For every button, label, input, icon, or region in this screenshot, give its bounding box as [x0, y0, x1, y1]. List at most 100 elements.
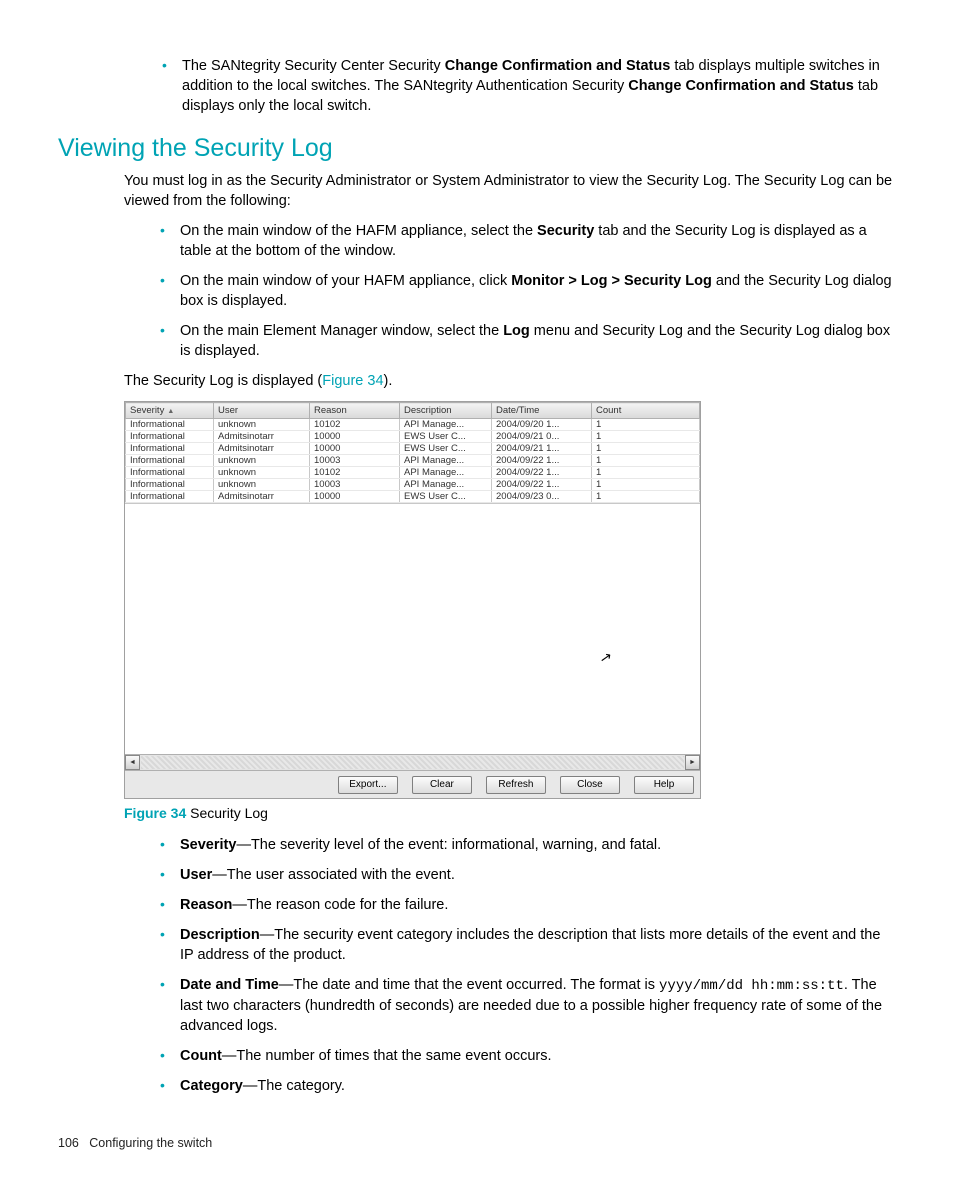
- refresh-button[interactable]: Refresh: [486, 776, 546, 794]
- page-number: 106: [58, 1136, 79, 1150]
- table-cell: API Manage...: [400, 479, 492, 491]
- table-cell: 1: [592, 491, 700, 503]
- table-cell: unknown: [214, 467, 310, 479]
- col-header-reason[interactable]: Reason: [310, 403, 400, 419]
- table-cell: 2004/09/21 0...: [492, 431, 592, 443]
- text: The SANtegrity Security Center Security: [182, 58, 445, 74]
- page-footer: 106 Configuring the switch: [58, 1136, 896, 1150]
- field-count: Count—The number of times that the same …: [152, 1046, 896, 1066]
- intro-bullet: The SANtegrity Security Center Security …: [154, 56, 896, 116]
- security-log-table: Severity▲ User Reason Description Date/T…: [125, 402, 700, 503]
- table-cell: 10000: [310, 443, 400, 455]
- table-row[interactable]: Informationalunknown10102API Manage...20…: [126, 419, 700, 431]
- close-button[interactable]: Close: [560, 776, 620, 794]
- field-desc: —The severity level of the event: inform…: [236, 837, 661, 853]
- list-item: On the main window of the HAFM appliance…: [152, 221, 896, 261]
- col-header-user[interactable]: User: [214, 403, 310, 419]
- sort-asc-icon: ▲: [167, 408, 174, 415]
- figure-title: Security Log: [186, 805, 268, 821]
- intro-paragraph: You must log in as the Security Administ…: [124, 171, 896, 211]
- text-bold: Security: [537, 223, 594, 239]
- text: On the main window of your HAFM applianc…: [180, 273, 511, 289]
- table-cell: unknown: [214, 479, 310, 491]
- text: On the main window of the HAFM appliance…: [180, 223, 537, 239]
- help-button[interactable]: Help: [634, 776, 694, 794]
- table-row[interactable]: Informationalunknown10003API Manage...20…: [126, 455, 700, 467]
- table-row[interactable]: InformationalAdmitsinotarr10000EWS User …: [126, 431, 700, 443]
- field-name: Date and Time: [180, 977, 279, 993]
- field-user: User—The user associated with the event.: [152, 865, 896, 885]
- text-bold: Log: [503, 323, 530, 339]
- field-datetime: Date and Time—The date and time that the…: [152, 975, 896, 1036]
- table-cell: API Manage...: [400, 455, 492, 467]
- table-cell: 2004/09/21 1...: [492, 443, 592, 455]
- scroll-right-icon[interactable]: ►: [685, 755, 700, 770]
- table-cell: Informational: [126, 443, 214, 455]
- table-cell: 2004/09/22 1...: [492, 467, 592, 479]
- field-desc: —The date and time that the event occurr…: [279, 977, 659, 993]
- figure-link[interactable]: Figure 34: [322, 373, 383, 389]
- field-reason: Reason—The reason code for the failure.: [152, 895, 896, 915]
- export-button[interactable]: Export...: [338, 776, 398, 794]
- table-cell: 1: [592, 467, 700, 479]
- displayed-paragraph: The Security Log is displayed (Figure 34…: [124, 371, 896, 391]
- horizontal-scrollbar[interactable]: ◄ ►: [125, 754, 700, 770]
- table-row[interactable]: Informationalunknown10003API Manage...20…: [126, 479, 700, 491]
- table-cell: 10102: [310, 419, 400, 431]
- field-name: Category: [180, 1078, 243, 1094]
- table-cell: 10102: [310, 467, 400, 479]
- field-severity: Severity—The severity level of the event…: [152, 835, 896, 855]
- field-name: User: [180, 867, 212, 883]
- table-header-row: Severity▲ User Reason Description Date/T…: [126, 403, 700, 419]
- table-cell: Admitsinotarr: [214, 491, 310, 503]
- col-label: Severity: [130, 405, 164, 416]
- table-cell: Informational: [126, 431, 214, 443]
- cursor-icon: ↖: [599, 648, 614, 667]
- table-cell: unknown: [214, 455, 310, 467]
- field-desc: —The user associated with the event.: [212, 867, 455, 883]
- table-cell: Informational: [126, 479, 214, 491]
- table-empty-area: ↖: [125, 503, 700, 754]
- text-bold: Monitor > Log > Security Log: [511, 273, 712, 289]
- scroll-track[interactable]: [141, 756, 684, 769]
- table-cell: Admitsinotarr: [214, 443, 310, 455]
- table-cell: 2004/09/23 0...: [492, 491, 592, 503]
- table-cell: API Manage...: [400, 419, 492, 431]
- text-bold: Change Confirmation and Status: [628, 78, 854, 94]
- col-header-datetime[interactable]: Date/Time: [492, 403, 592, 419]
- field-name: Severity: [180, 837, 236, 853]
- scroll-left-icon[interactable]: ◄: [125, 755, 140, 770]
- text: ).: [384, 373, 393, 389]
- col-header-count[interactable]: Count: [592, 403, 700, 419]
- table-cell: 10000: [310, 431, 400, 443]
- col-header-severity[interactable]: Severity▲: [126, 403, 214, 419]
- security-log-screenshot: Severity▲ User Reason Description Date/T…: [124, 401, 701, 799]
- figure-number: Figure 34: [124, 805, 186, 821]
- figure-caption: Figure 34 Security Log: [124, 805, 896, 821]
- table-cell: 1: [592, 431, 700, 443]
- table-cell: 10003: [310, 455, 400, 467]
- table-row[interactable]: InformationalAdmitsinotarr10000EWS User …: [126, 491, 700, 503]
- table-cell: EWS User C...: [400, 443, 492, 455]
- table-cell: API Manage...: [400, 467, 492, 479]
- button-bar: Export... Clear Refresh Close Help: [125, 770, 700, 798]
- field-desc: —The security event category includes th…: [180, 927, 880, 963]
- text: On the main Element Manager window, sele…: [180, 323, 503, 339]
- field-name: Count: [180, 1048, 222, 1064]
- field-code: yyyy/mm/dd hh:mm:ss:tt: [659, 978, 844, 994]
- clear-button[interactable]: Clear: [412, 776, 472, 794]
- table-row[interactable]: Informationalunknown10102API Manage...20…: [126, 467, 700, 479]
- list-item: On the main Element Manager window, sele…: [152, 321, 896, 361]
- col-header-description[interactable]: Description: [400, 403, 492, 419]
- text: The Security Log is displayed (: [124, 373, 322, 389]
- table-cell: Informational: [126, 419, 214, 431]
- table-cell: 10000: [310, 491, 400, 503]
- table-cell: 1: [592, 479, 700, 491]
- list-item: On the main window of your HAFM applianc…: [152, 271, 896, 311]
- table-cell: unknown: [214, 419, 310, 431]
- table-row[interactable]: InformationalAdmitsinotarr10000EWS User …: [126, 443, 700, 455]
- field-name: Reason: [180, 897, 232, 913]
- table-cell: 2004/09/22 1...: [492, 455, 592, 467]
- table-cell: EWS User C...: [400, 431, 492, 443]
- text-bold: Change Confirmation and Status: [445, 58, 671, 74]
